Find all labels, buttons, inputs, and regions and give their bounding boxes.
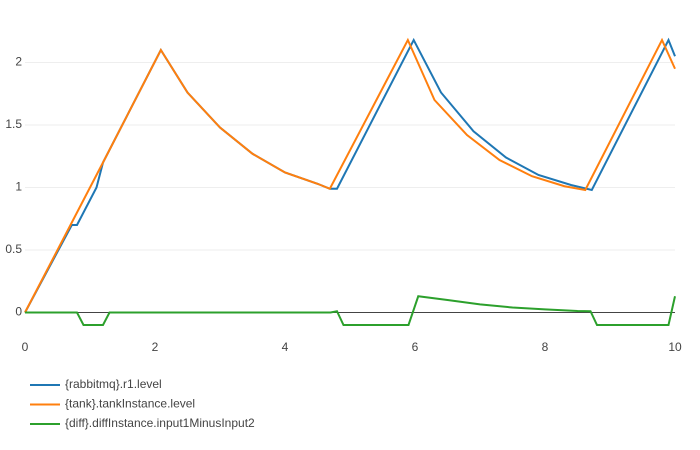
series-line [24, 37, 676, 313]
legend-label: {diff}.diffInstance.input1MinusInput2 [65, 416, 255, 430]
series-line [25, 295, 676, 326]
y-tick-label: 2 [15, 55, 22, 69]
legend-label: {tank}.tankInstance.level [65, 397, 195, 411]
series-line [24, 37, 676, 313]
y-tick-label: 0 [15, 305, 22, 319]
y-tick-label: 0.5 [5, 242, 22, 256]
y-tick-label: 1 [15, 180, 22, 194]
legend-label: {rabbitmq}.r1.level [65, 377, 162, 391]
x-tick-label: 8 [542, 340, 549, 354]
x-tick-label: 0 [22, 340, 29, 354]
x-tick-label: 6 [412, 340, 419, 354]
x-tick-label: 4 [282, 340, 289, 354]
x-tick-label: 2 [152, 340, 159, 354]
x-tick-label: 10 [668, 340, 682, 354]
y-tick-label: 1.5 [5, 117, 22, 131]
